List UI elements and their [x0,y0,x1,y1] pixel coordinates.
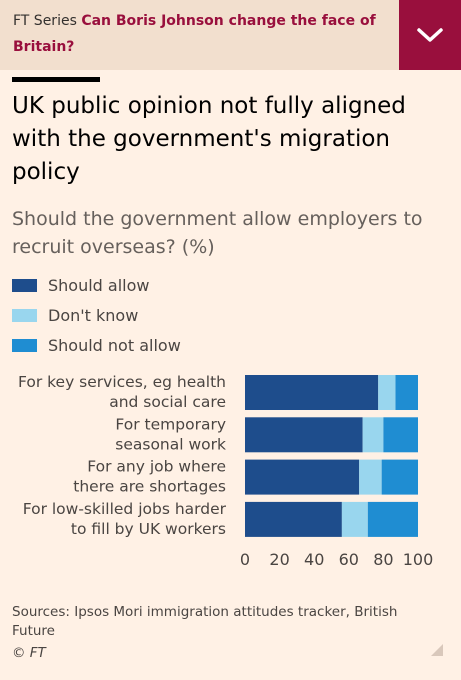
chart-subtitle: Should the government allow employers to… [12,208,423,258]
category-label: For temporary [115,415,226,433]
legend-swatch [12,339,37,352]
series-banner: FT Series Can Boris Johnson change the f… [0,0,461,70]
legend-item-dont-know: Don't know [12,306,138,326]
category-label: For any job where [87,458,226,476]
bar-segment [245,459,360,495]
x-tick-label: 20 [269,550,289,569]
bar-segment [359,459,382,495]
legend-swatch [12,309,37,322]
stacked-bar-chart: For key services, eg health and social ca… [18,373,434,569]
series-heading[interactable]: FT Series Can Boris Johnson change the f… [13,8,383,60]
bar-segment [383,417,418,453]
resize-handle-icon [431,644,443,656]
bar-segment [362,417,384,453]
legend-swatch [12,279,37,292]
legend-label: Don't know [48,306,139,325]
category-label: For key services, eg health [18,373,226,391]
series-title-link[interactable]: Can Boris Johnson change the face of Bri… [13,13,376,55]
expand-toggle-button[interactable] [399,0,461,70]
bar-segment [381,459,418,495]
category-label: For low-skilled jobs harder [23,500,227,518]
series-label: FT Series [13,13,77,29]
legend-label: Should not allow [48,336,181,355]
x-tick-label: 40 [304,550,324,569]
x-tick-label: 0 [240,550,250,569]
bar-segment [341,501,368,537]
bar-segment [245,417,363,453]
legend-label: Should allow [48,276,150,295]
chart-sources: Sources: Ipsos Mori immigration attitude… [12,604,398,639]
bar-segment [245,501,342,537]
category-label: to fill by UK workers [71,520,226,538]
legend-item-should-not-allow: Should not allow [12,336,181,356]
chart-copyright: © FT [12,645,46,661]
bar-segment [245,375,379,410]
bar-segment [378,375,396,410]
x-tick-label: 80 [373,550,393,569]
legend-item-should-allow: Should allow [12,276,149,296]
headline-rule [12,77,100,82]
x-tick-label: 100 [403,550,434,569]
category-label: there are shortages [73,478,226,496]
bar-segment [395,375,418,410]
chevron-down-icon [417,28,443,42]
category-label: seasonal work [115,435,226,453]
x-tick-label: 60 [339,550,359,569]
chart-headline: UK public opinion not fully aligned with… [12,93,406,185]
bar-segment [367,501,418,537]
category-label: and social care [109,393,226,411]
